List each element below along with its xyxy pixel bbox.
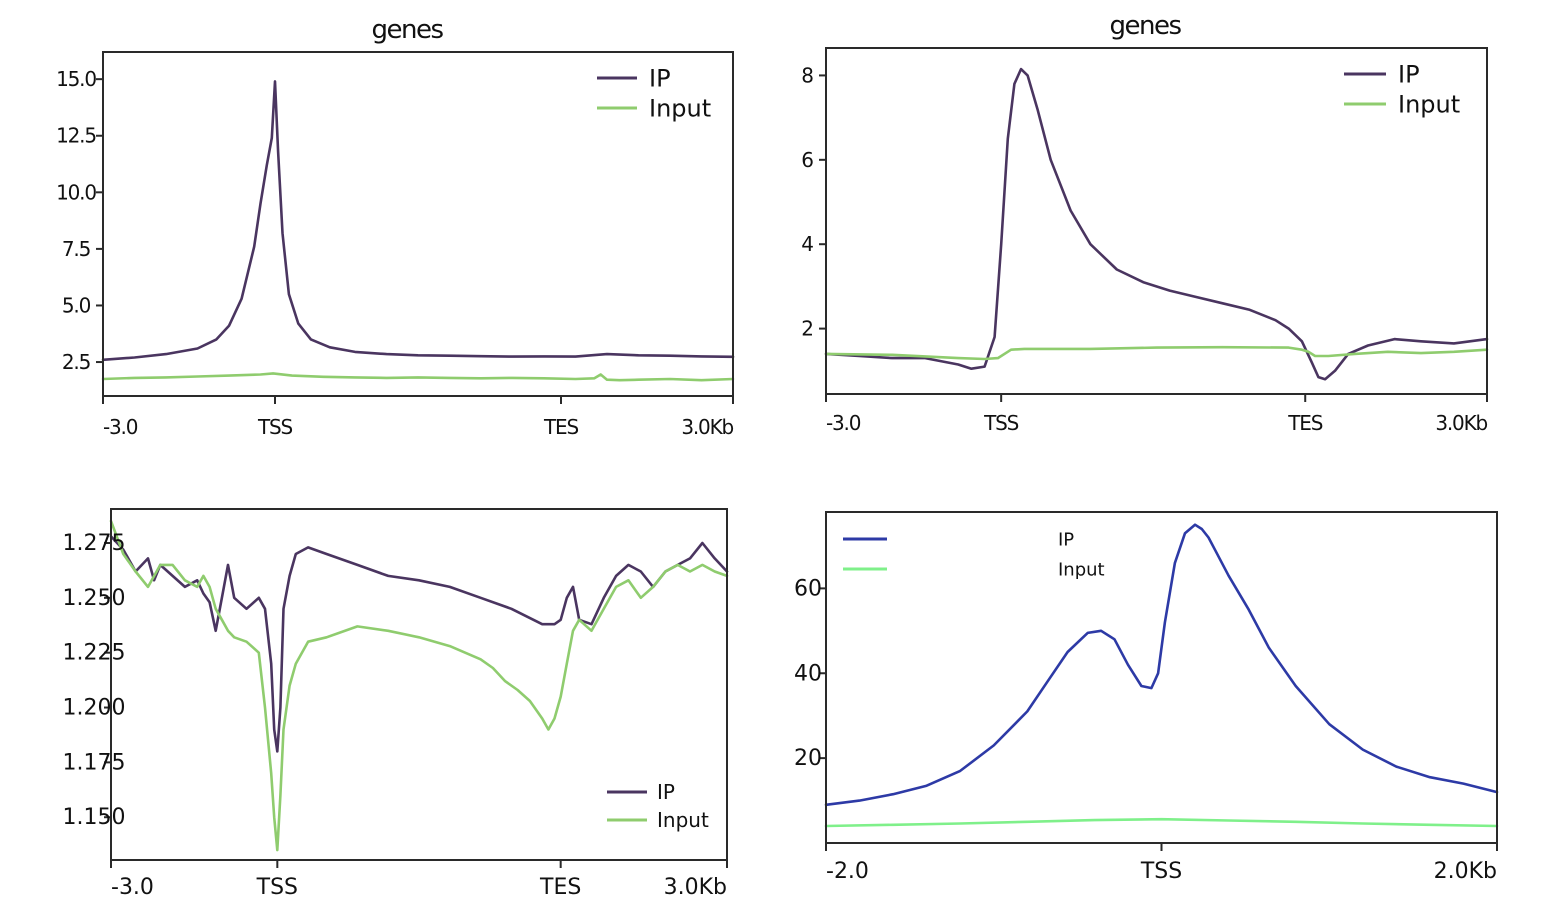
x-tick-label: TSS (1140, 859, 1182, 884)
x-tick-label: -3.0 (826, 411, 861, 435)
chart-panel-bottom-right: 20 40 60 -2.0 TSS 2.0Kb IP Input (794, 511, 1499, 884)
series-line-ip (824, 523, 1499, 807)
chart-title: genes (1109, 11, 1181, 41)
y-tick-label: 5.0 (62, 293, 91, 317)
series-line-ip (824, 67, 1489, 381)
x-tick-label: 3.0Kb (1435, 411, 1487, 435)
legend-label-ip: IP (649, 65, 671, 93)
legend: IP Input (843, 529, 1105, 580)
y-tick-label: 1.175 (63, 750, 126, 775)
x-tick-label: 3.0Kb (681, 415, 733, 439)
y-tick-label: 15.0 (56, 67, 96, 91)
series-line-ip (109, 535, 729, 753)
x-tick-label: TES (1287, 411, 1322, 435)
x-tick-label: TSS (983, 411, 1019, 435)
plot-frame (110, 508, 728, 861)
y-tick-label: 1.200 (63, 696, 126, 721)
x-tick-label: 2.0Kb (1434, 859, 1497, 884)
series-line-input (824, 345, 1489, 361)
series-line-input (101, 372, 735, 382)
y-tick-label: 20 (794, 746, 822, 771)
x-tick-label: TES (543, 415, 578, 439)
plot-frame (102, 51, 734, 397)
x-tick-label: TSS (257, 415, 293, 439)
plot-frame (825, 47, 1488, 395)
legend-label-input: Input (1398, 91, 1460, 119)
y-tick-label: 10.0 (56, 180, 96, 204)
y-tick-label: 60 (794, 576, 822, 601)
series-line-input (824, 817, 1499, 828)
legend-label-ip: IP (657, 780, 675, 804)
legend: IP Input (607, 780, 709, 832)
x-tick-label: 3.0Kb (664, 875, 727, 900)
legend-label-input: Input (1058, 559, 1105, 580)
chart-panel-bottom-left: 1.150 1.175 1.200 1.225 1.250 1.275 -3.0 TSS TES… (63, 508, 729, 900)
y-tick-label: 1.150 (63, 805, 126, 830)
legend-label-ip: IP (1058, 529, 1074, 550)
y-tick-label: 4 (801, 232, 813, 256)
x-tick-label: TSS (256, 875, 298, 900)
y-tick-label: 1.225 (63, 641, 126, 666)
chart-title: genes (371, 15, 443, 45)
y-tick-label: 12.5 (56, 124, 96, 148)
x-tick-label: TES (539, 875, 581, 900)
y-tick-label: 6 (801, 148, 813, 172)
x-tick-label: -3.0 (111, 875, 154, 900)
y-tick-label: 1.275 (63, 531, 126, 556)
y-tick-label: 2 (801, 317, 813, 341)
legend-label-ip: IP (1398, 61, 1420, 89)
y-tick-label: 2.5 (62, 350, 90, 374)
y-tick-label: 1.250 (63, 586, 126, 611)
legend-label-input: Input (657, 808, 709, 832)
plot-frame (825, 511, 1498, 844)
series-line-input (109, 519, 729, 852)
y-tick-label: 8 (801, 63, 813, 87)
x-tick-label: -2.0 (826, 859, 869, 884)
legend-label-input: Input (649, 95, 711, 123)
series-line-ip (101, 80, 735, 362)
x-tick-label: -3.0 (103, 415, 138, 439)
chart-panel-top-left: genes 2.5 5.0 7.5 10.0 12.5 15.0 -3.0 TSS TES 3.0… (56, 15, 735, 439)
y-tick-label: 7.5 (62, 237, 90, 261)
y-tick-label: 40 (794, 661, 822, 686)
